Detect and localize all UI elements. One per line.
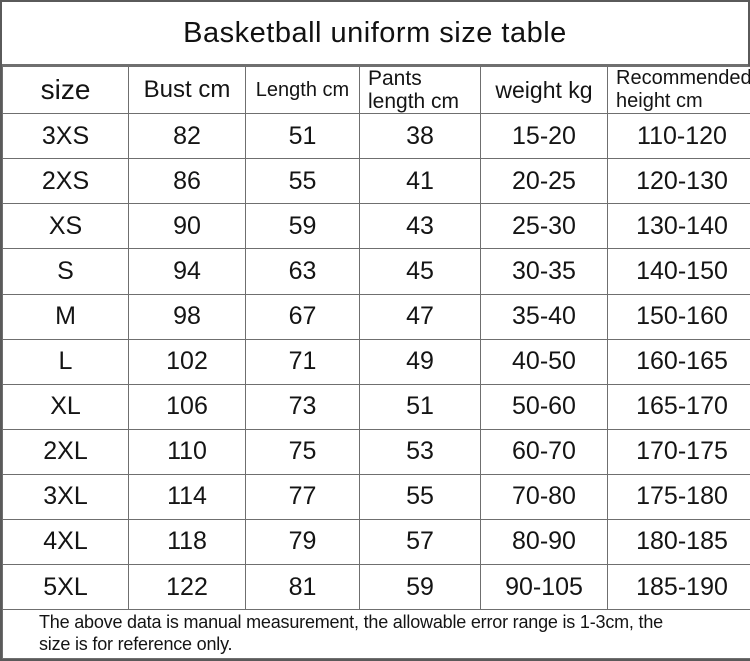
table-row: 2XS 86 55 41 20-25 120-130 [2,158,750,205]
size-table: size Bust cm Length cm Pants length cm w… [2,65,750,659]
cell-weight: 35-40 [480,293,608,340]
cell-length: 59 [245,203,360,250]
cell-length: 63 [245,248,360,295]
cell-length: 71 [245,338,360,385]
cell-height: 180-185 [607,518,750,565]
cell-height: 120-130 [607,158,750,205]
cell-length: 67 [245,293,360,340]
table-row: M 98 67 47 35-40 150-160 [2,293,750,340]
cell-height: 175-180 [607,473,750,520]
table-row: XS 90 59 43 25-30 130-140 [2,203,750,250]
cell-pants-length: 49 [359,338,481,385]
footer-note: The above data is manual measurement, th… [2,609,750,659]
cell-bust: 102 [128,338,246,385]
cell-bust: 122 [128,563,246,611]
cell-bust: 90 [128,203,246,250]
cell-size: XS [2,203,129,250]
cell-length: 51 [245,113,360,160]
table-row: S 94 63 45 30-35 140-150 [2,248,750,295]
table-row: XL 106 73 51 50-60 165-170 [2,383,750,430]
cell-bust: 82 [128,113,246,160]
cell-length: 75 [245,428,360,475]
column-header-size: size [2,65,129,115]
header-row: size Bust cm Length cm Pants length cm w… [2,65,750,115]
cell-pants-length: 38 [359,113,481,160]
cell-weight: 40-50 [480,338,608,385]
table-row: 4XL 118 79 57 80-90 180-185 [2,518,750,565]
cell-bust: 94 [128,248,246,295]
cell-size: 2XS [2,158,129,205]
cell-size: M [2,293,129,340]
cell-size: 3XL [2,473,129,520]
column-header-recommended-height: Recommended height cm [607,65,750,115]
cell-size: XL [2,383,129,430]
cell-pants-length: 53 [359,428,481,475]
cell-pants-length: 45 [359,248,481,295]
cell-weight: 15-20 [480,113,608,160]
table-row: 3XS 82 51 38 15-20 110-120 [2,113,750,160]
cell-weight: 60-70 [480,428,608,475]
cell-size: L [2,338,129,385]
cell-length: 77 [245,473,360,520]
table-row: 2XL 110 75 53 60-70 170-175 [2,428,750,475]
cell-height: 165-170 [607,383,750,430]
column-header-pants-length: Pants length cm [359,65,481,115]
footer-row: The above data is manual measurement, th… [2,609,750,659]
cell-pants-length: 43 [359,203,481,250]
cell-bust: 114 [128,473,246,520]
cell-height: 110-120 [607,113,750,160]
cell-bust: 118 [128,518,246,565]
page-title: Basketball uniform size table [2,2,748,66]
cell-length: 81 [245,563,360,611]
cell-pants-length: 57 [359,518,481,565]
cell-height: 160-165 [607,338,750,385]
cell-pants-length: 41 [359,158,481,205]
cell-height: 130-140 [607,203,750,250]
cell-size: S [2,248,129,295]
cell-height: 185-190 [607,563,750,611]
cell-pants-length: 59 [359,563,481,611]
cell-weight: 80-90 [480,518,608,565]
cell-size: 3XS [2,113,129,160]
table-row: 3XL 114 77 55 70-80 175-180 [2,473,750,520]
column-header-weight: weight kg [480,65,608,115]
table-row: 5XL 122 81 59 90-105 185-190 [2,563,750,611]
cell-weight: 20-25 [480,158,608,205]
cell-weight: 25-30 [480,203,608,250]
cell-height: 150-160 [607,293,750,340]
column-header-length: Length cm [245,65,360,115]
column-header-bust: Bust cm [128,65,246,115]
size-table-body: 3XS 82 51 38 15-20 110-120 2XS 86 55 41 … [2,113,750,611]
cell-bust: 98 [128,293,246,340]
cell-size: 2XL [2,428,129,475]
cell-weight: 70-80 [480,473,608,520]
cell-bust: 86 [128,158,246,205]
cell-size: 4XL [2,518,129,565]
cell-height: 170-175 [607,428,750,475]
cell-bust: 110 [128,428,246,475]
cell-pants-length: 51 [359,383,481,430]
cell-length: 55 [245,158,360,205]
cell-weight: 90-105 [480,563,608,611]
cell-height: 140-150 [607,248,750,295]
cell-length: 73 [245,383,360,430]
cell-size: 5XL [2,563,129,611]
cell-pants-length: 47 [359,293,481,340]
cell-pants-length: 55 [359,473,481,520]
cell-bust: 106 [128,383,246,430]
cell-weight: 30-35 [480,248,608,295]
cell-length: 79 [245,518,360,565]
table-row: L 102 71 49 40-50 160-165 [2,338,750,385]
cell-weight: 50-60 [480,383,608,430]
